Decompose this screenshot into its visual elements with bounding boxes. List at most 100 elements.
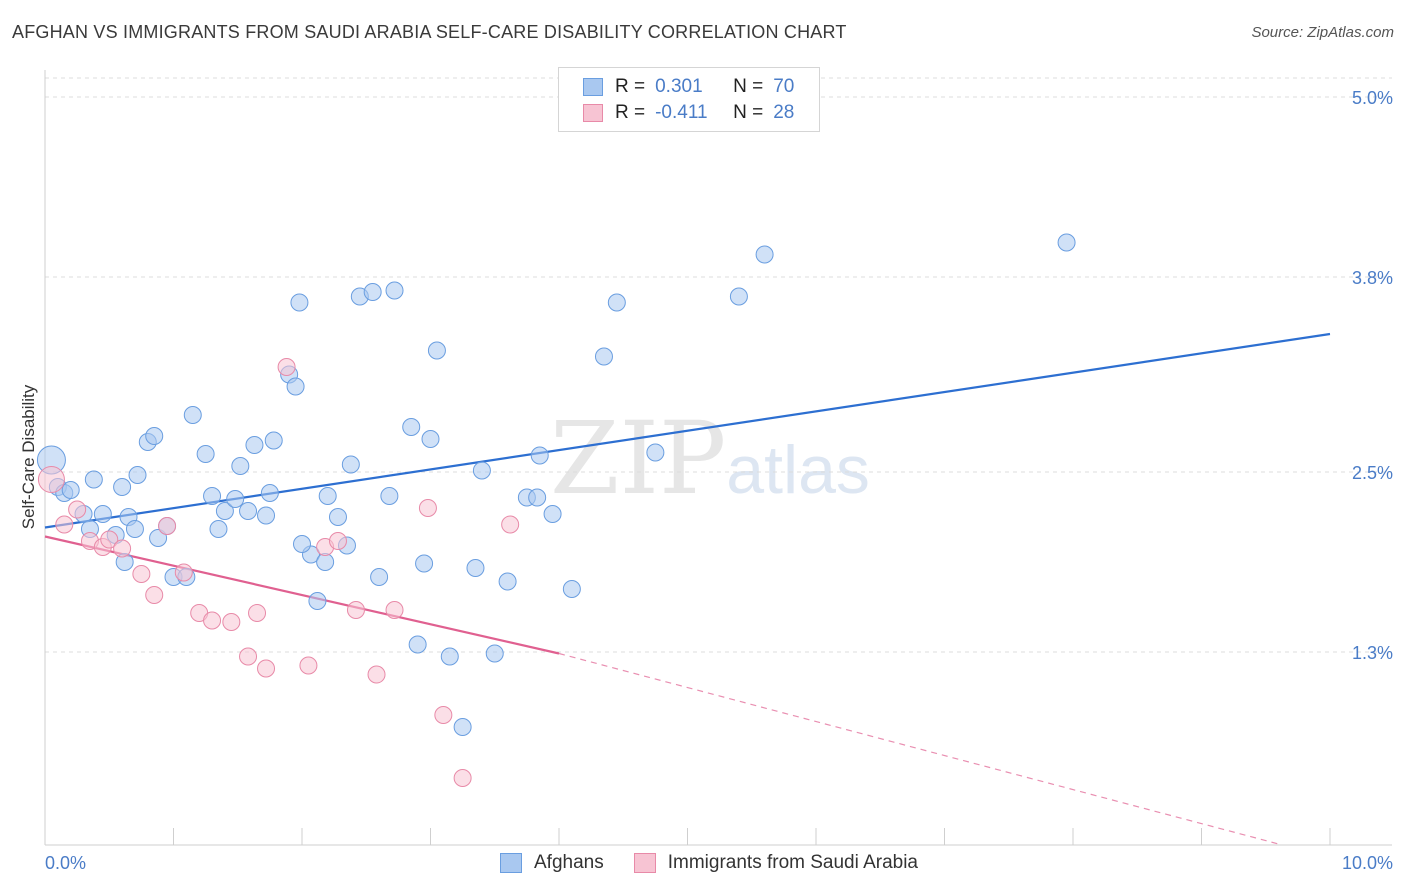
x-tick-label: 0.0%: [45, 853, 86, 873]
series-swatch-saudi: [633, 853, 656, 873]
point-afghans: [594, 347, 613, 366]
point-afghans: [1057, 233, 1076, 252]
point-afghans: [421, 430, 440, 448]
point-saudi: [239, 647, 258, 666]
point-afghans: [84, 470, 103, 489]
legend-n-value: 70: [773, 76, 795, 97]
point-afghans: [453, 718, 472, 736]
point-saudi: [132, 565, 151, 583]
source-credit: Source: ZipAtlas.com: [1251, 24, 1394, 41]
point-afghans: [264, 431, 283, 450]
point-afghans: [290, 293, 309, 312]
chart-title: AFGHAN VS IMMIGRANTS FROM SAUDI ARABIA S…: [12, 22, 847, 42]
point-saudi: [299, 656, 318, 675]
point-saudi: [222, 613, 241, 631]
point-afghans: [209, 520, 228, 538]
point-afghans: [370, 568, 389, 586]
point-afghans: [128, 466, 147, 484]
point-afghans: [528, 488, 547, 507]
point-afghans: [316, 553, 335, 571]
point-saudi: [203, 611, 222, 630]
point-saudi: [328, 532, 347, 550]
point-afghans: [125, 520, 144, 538]
point-afghans: [149, 529, 168, 547]
point-afghans: [257, 506, 276, 525]
point-afghans: [215, 502, 234, 520]
point-afghans: [440, 647, 459, 666]
point-afghans: [318, 487, 337, 505]
point-saudi: [145, 586, 164, 604]
point-afghans: [286, 377, 305, 396]
point-afghans: [308, 592, 327, 610]
point-afghans: [607, 293, 626, 312]
point-saudi: [174, 563, 193, 582]
point-saudi: [37, 466, 65, 493]
legend-row-afghans: R = 0.301 N = 70: [583, 75, 794, 99]
point-saudi: [418, 499, 437, 517]
point-saudi: [277, 358, 296, 376]
point-afghans: [472, 461, 491, 480]
point-afghans: [363, 283, 382, 301]
point-saudi: [113, 539, 132, 558]
point-afghans: [427, 341, 446, 360]
trend-lines: [44, 332, 1331, 845]
point-afghans: [415, 554, 434, 573]
point-afghans: [293, 535, 311, 553]
y-tick-label: 2.5%: [1352, 463, 1393, 483]
grid-lines: [45, 77, 1392, 653]
point-afghans: [196, 445, 215, 463]
axis-labels: 1.3% 2.5% 3.8% 5.0% 0.0% 10.0% Self-Care Disab…: [19, 88, 1393, 873]
point-saudi: [68, 500, 87, 519]
point-afghans: [729, 287, 748, 306]
point-afghans: [239, 502, 258, 520]
y-axis-label: Self-Care Disability: [19, 384, 38, 529]
series-swatch-afghans: [500, 853, 522, 873]
point-saudi: [158, 517, 177, 535]
point-afghans: [113, 478, 132, 496]
point-saudi: [453, 769, 472, 787]
point-saudi: [100, 530, 119, 549]
series-label-afghans: Afghans: [534, 852, 604, 873]
point-afghans: [402, 418, 421, 436]
point-saudi: [501, 515, 520, 534]
point-afghans: [385, 281, 404, 300]
series-legend: Afghans Immigrants from Saudi Arabia: [500, 852, 948, 874]
axes: [44, 70, 1392, 846]
point-afghans: [93, 505, 112, 523]
trend-line-afghans: [44, 332, 1331, 529]
legend-swatch-afghans: [583, 78, 603, 96]
point-saudi: [434, 706, 453, 724]
point-afghans: [380, 487, 399, 505]
point-afghans: [245, 436, 264, 454]
point-afghans: [226, 490, 245, 508]
point-afghans: [646, 443, 665, 462]
data-points: [36, 233, 1076, 787]
series-legend-saudi[interactable]: Immigrants from Saudi Arabia: [633, 852, 918, 874]
point-afghans: [543, 505, 562, 523]
point-afghans: [408, 635, 427, 654]
point-afghans: [61, 481, 80, 499]
y-tick-label: 5.0%: [1352, 88, 1393, 108]
series-legend-afghans[interactable]: Afghans: [500, 852, 604, 874]
legend-n-label: N =: [733, 102, 764, 123]
series-label-saudi: Immigrants from Saudi Arabia: [667, 852, 918, 873]
legend-r-value: -0.411: [655, 102, 708, 123]
point-afghans: [145, 427, 164, 445]
point-afghans: [183, 406, 202, 424]
x-tick-label: 10.0%: [1342, 853, 1393, 873]
point-saudi: [257, 659, 276, 678]
legend-r-label: R =: [615, 76, 646, 97]
trend-line-saudi-extrapolated: [558, 652, 1279, 845]
y-tick-label: 1.3%: [1352, 643, 1393, 663]
point-saudi: [55, 515, 74, 534]
point-afghans: [562, 580, 581, 598]
point-afghans: [341, 455, 360, 474]
point-afghans: [466, 559, 485, 577]
legend-n-label: N =: [733, 76, 764, 97]
legend-swatch-saudi: [583, 104, 603, 122]
point-saudi: [385, 601, 404, 619]
point-afghans: [231, 457, 250, 475]
point-afghans: [498, 572, 517, 591]
point-saudi: [367, 665, 386, 684]
